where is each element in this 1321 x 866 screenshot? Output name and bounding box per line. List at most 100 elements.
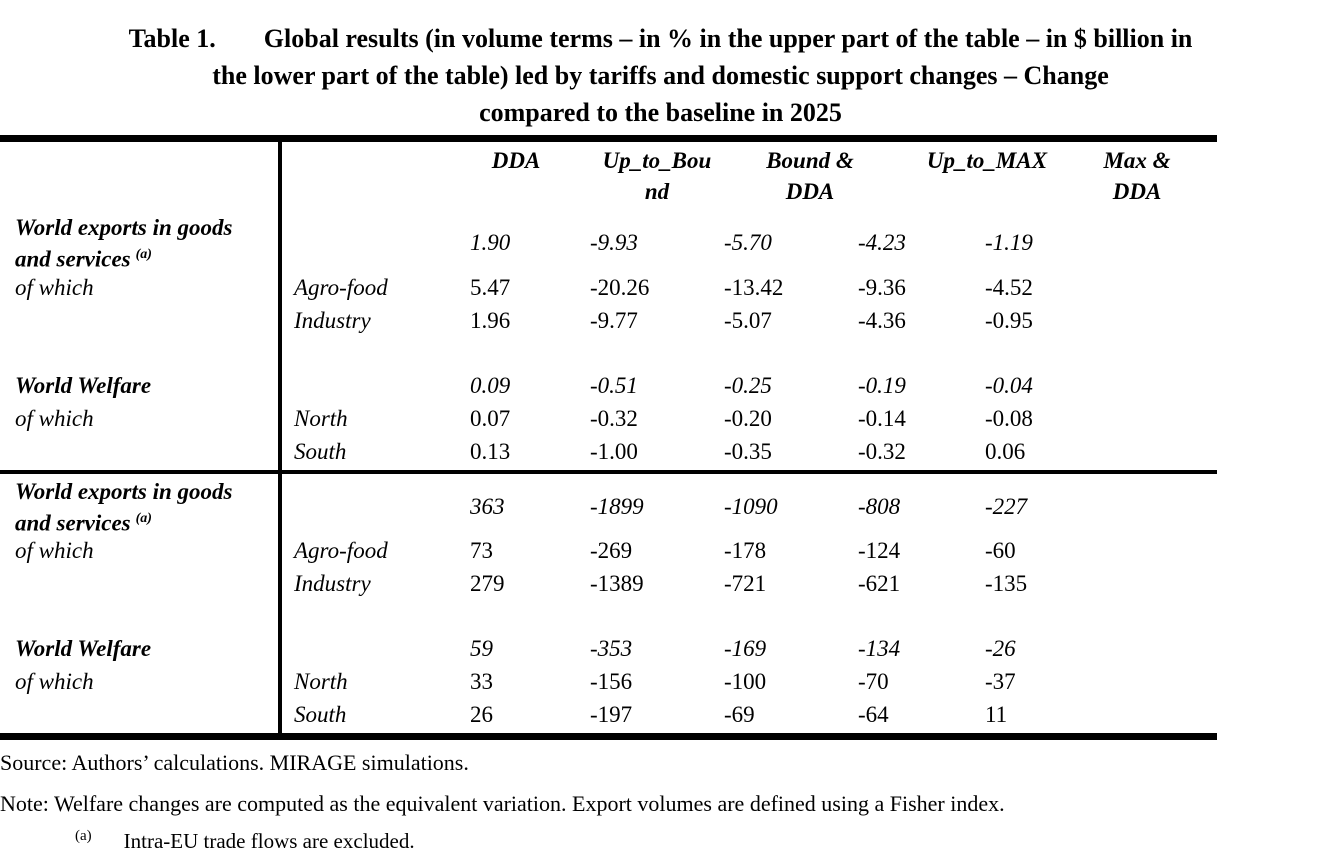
- vertical-rule: [278, 142, 282, 733]
- footnote-a: (a) Intra-EU trade flows are excluded.: [0, 828, 1321, 854]
- table-row-agrofood-pct: of which Agro-food 5.47 -20.26 -13.42 -9…: [0, 271, 1217, 304]
- value-cell: -621: [858, 570, 901, 596]
- table-title-line1: Table 1. Global results (in volume terms …: [0, 20, 1321, 57]
- subrow-label: Agro-food: [294, 537, 388, 563]
- value-cell: -721: [724, 570, 767, 596]
- table-row-welfare-usd: World Welfare 59 -353 -169 -134 -26: [0, 632, 1217, 665]
- value-cell: -64: [858, 701, 889, 727]
- row-label-world-exports: World exports in goods and services (a): [15, 479, 233, 536]
- value-cell: 5.47: [470, 274, 511, 300]
- table-notes: Source: Authors’ calculations. MIRAGE si…: [0, 750, 1321, 854]
- column-header-up-to-bound: Up_to_Bou nd: [602, 148, 712, 204]
- value-cell: 279: [470, 570, 505, 596]
- value-cell: -0.95: [985, 307, 1033, 333]
- value-cell: 363: [470, 494, 505, 520]
- footnote-a-text: Intra-EU trade flows are excluded.: [123, 829, 415, 853]
- table-caption-part2: the lower part of the table) led by tari…: [212, 61, 1109, 90]
- value-cell: -4.36: [858, 307, 906, 333]
- source-note: Source: Authors’ calculations. MIRAGE si…: [0, 750, 469, 775]
- value-cell: -1899: [590, 494, 644, 520]
- value-cell: 0.13: [470, 438, 511, 464]
- value-cell: -13.42: [724, 274, 784, 300]
- section-divider-rule: [0, 470, 1217, 474]
- subrow-label: South: [294, 701, 347, 727]
- value-cell: -197: [590, 701, 633, 727]
- value-cell: 0.07: [470, 405, 511, 431]
- table-row-agrofood-usd: of which Agro-food 73 -269 -178 -124 -60: [0, 534, 1217, 567]
- value-cell: -0.25: [724, 372, 772, 398]
- value-cell: -0.32: [590, 405, 638, 431]
- value-cell: -178: [724, 537, 767, 563]
- value-cell: -1090: [724, 494, 778, 520]
- value-cell: 33: [470, 668, 493, 694]
- table-caption-part3: compared to the baseline in 2025: [479, 98, 842, 127]
- table-row-north-usd: of which North 33 -156 -100 -70 -37: [0, 665, 1217, 698]
- value-cell: -0.32: [858, 438, 906, 464]
- section-percent: World exports in goods and services (a) 1…: [0, 214, 1217, 470]
- value-cell: -9.77: [590, 307, 638, 333]
- value-cell: -124: [858, 537, 901, 563]
- value-cell: -0.08: [985, 405, 1033, 431]
- value-cell: 0.06: [985, 438, 1026, 464]
- table-caption-part1: Global results (in volume terms – in % i…: [263, 24, 1193, 53]
- subrow-label: North: [294, 405, 348, 431]
- row-label-world-exports: World exports in goods and services (a): [15, 215, 233, 272]
- of-which-label: of which: [15, 668, 94, 694]
- of-which-label: of which: [15, 274, 94, 300]
- value-cell: -70: [858, 668, 889, 694]
- subrow-label: Industry: [294, 307, 371, 333]
- value-cell: -5.07: [724, 307, 772, 333]
- value-cell: -1389: [590, 570, 644, 596]
- value-cell: 0.09: [470, 372, 511, 398]
- column-header-bound-dda: Bound & DDA: [766, 148, 854, 204]
- table-title: Table 1. Global results (in volume terms …: [0, 0, 1321, 131]
- table-row-welfare-pct: World Welfare 0.09 -0.51 -0.25 -0.19 -0.…: [0, 369, 1217, 402]
- table-row-exports-usd: World exports in goods and services (a) 3…: [0, 478, 1217, 536]
- value-cell: -0.20: [724, 405, 772, 431]
- value-cell: 59: [470, 635, 493, 661]
- method-note: Note: Welfare changes are computed as th…: [0, 791, 1005, 816]
- value-cell: 1.96: [470, 307, 511, 333]
- value-cell: -9.36: [858, 274, 906, 300]
- value-cell: -4.52: [985, 274, 1033, 300]
- table-row-south-pct: South 0.13 -1.00 -0.35 -0.32 0.06: [0, 435, 1217, 468]
- footnote-a-marker: (a): [75, 828, 92, 844]
- subrow-label: Agro-food: [294, 274, 388, 300]
- subrow-label: Industry: [294, 570, 371, 596]
- table-header-row: DDA Up_to_Bou nd Bound & DDA Up_to_MAX M…: [0, 142, 1217, 214]
- of-which-label: of which: [15, 537, 94, 563]
- value-cell: -5.70: [724, 230, 772, 256]
- value-cell: -0.14: [858, 405, 906, 431]
- value-cell: -0.51: [590, 372, 638, 398]
- value-cell: 1.90: [470, 230, 511, 256]
- value-cell: -37: [985, 668, 1016, 694]
- value-cell: 73: [470, 537, 493, 563]
- value-cell: -69: [724, 701, 755, 727]
- value-cell: -4.23: [858, 230, 906, 256]
- row-label-world-welfare: World Welfare: [15, 373, 152, 398]
- table-row-industry-usd: Industry 279 -1389 -721 -621 -135: [0, 567, 1217, 600]
- value-cell: -1.19: [985, 230, 1033, 256]
- subrow-label: South: [294, 438, 347, 464]
- value-cell: 11: [985, 701, 1008, 727]
- column-header-dda: DDA: [491, 148, 541, 173]
- value-cell: -269: [590, 537, 633, 563]
- value-cell: -135: [985, 570, 1028, 596]
- value-cell: -0.35: [724, 438, 772, 464]
- footnote-ref-a: (a): [135, 247, 152, 262]
- value-cell: -808: [858, 494, 901, 520]
- value-cell: -1.00: [590, 438, 638, 464]
- of-which-label: of which: [15, 405, 94, 431]
- value-cell: -134: [858, 635, 901, 661]
- table-row-exports-pct: World exports in goods and services (a) 1…: [0, 214, 1217, 272]
- spacer-row: [0, 337, 1217, 369]
- footnote-ref-a: (a): [135, 511, 152, 526]
- spacer-row: [0, 600, 1217, 632]
- value-cell: -0.04: [985, 372, 1033, 398]
- value-cell: -20.26: [590, 274, 650, 300]
- column-header-max-dda: Max & DDA: [1103, 148, 1171, 204]
- value-cell: -353: [590, 635, 633, 661]
- value-cell: -227: [985, 494, 1028, 520]
- value-cell: -156: [590, 668, 633, 694]
